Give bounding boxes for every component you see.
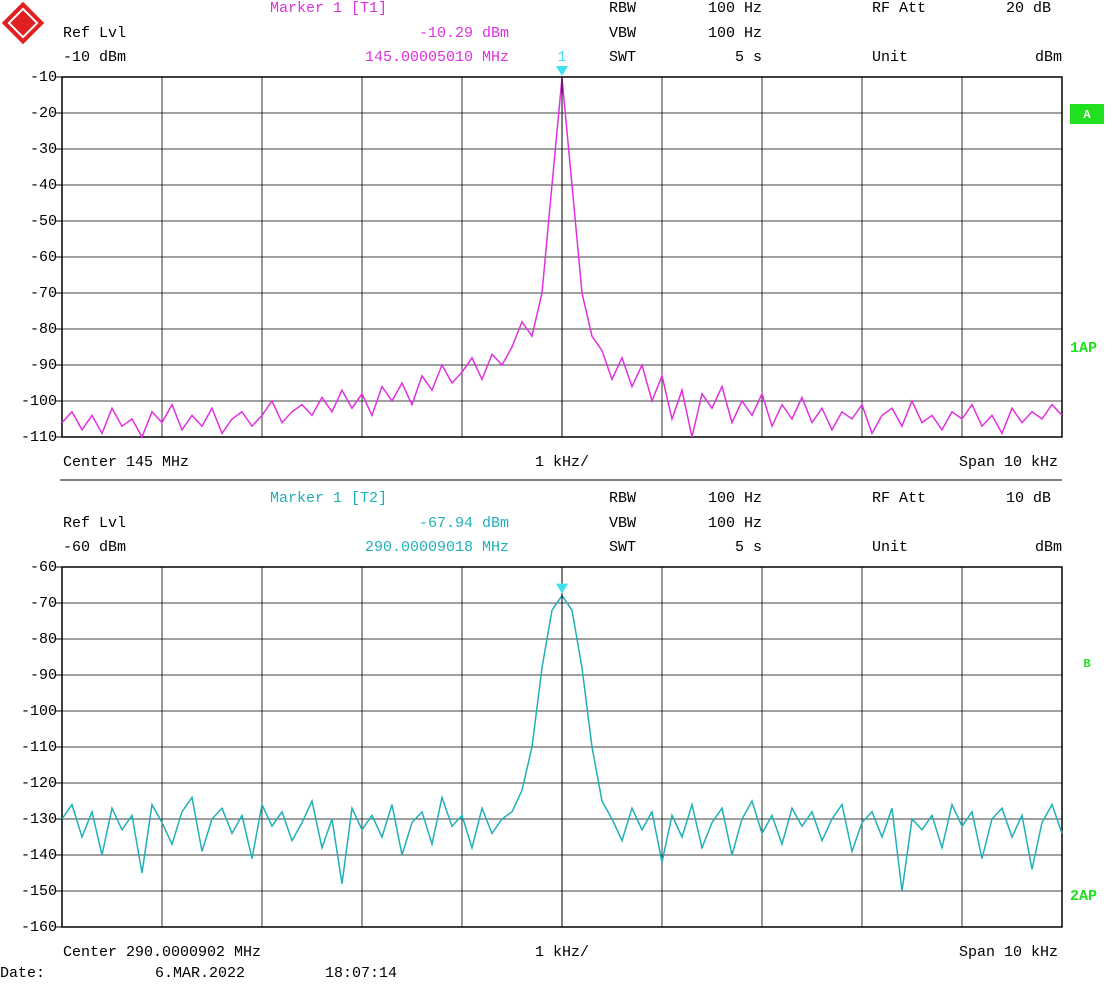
footer-per-div: 1 kHz/ (535, 454, 589, 471)
date-label: Date: (0, 965, 45, 982)
time: 18:07:14 (325, 965, 397, 982)
header-marker-freq: 145.00005010 MHz (365, 49, 509, 66)
header-marker-title: Marker 1 [T1] (270, 0, 387, 17)
header-ref-lvl: -60 dBm (63, 539, 126, 556)
header-rf-att: 20 dB (1006, 0, 1051, 17)
header-unit: dBm (1035, 49, 1062, 66)
footer-span: Span 10 kHz (959, 944, 1058, 961)
side-label: 2AP (1070, 888, 1097, 905)
y-tick-label: -10 (30, 69, 57, 86)
footer-center: Center 145 MHz (63, 454, 189, 471)
y-tick-label: -130 (21, 811, 57, 828)
footer-span: Span 10 kHz (959, 454, 1058, 471)
footer-center: Center 290.0000902 MHz (63, 944, 261, 961)
y-tick-label: -90 (30, 357, 57, 374)
trace-label: A (1083, 108, 1091, 122)
marker-number: 1 (557, 49, 566, 66)
header-rbw: 100 Hz (708, 0, 762, 17)
header-swt-label: SWT (609, 49, 636, 66)
header-rbw-label: RBW (609, 490, 636, 507)
date: 6.MAR.2022 (155, 965, 245, 982)
trace-label: B (1083, 657, 1090, 671)
header-swt: 5 s (735, 539, 762, 556)
y-tick-label: -150 (21, 883, 57, 900)
y-tick-label: -100 (21, 393, 57, 410)
marker (556, 66, 568, 77)
header-ref-lvl: -10 dBm (63, 49, 126, 66)
header-swt: 5 s (735, 49, 762, 66)
y-tick-label: -160 (21, 919, 57, 936)
y-tick-label: -50 (30, 213, 57, 230)
y-tick-label: -110 (21, 739, 57, 756)
y-tick-label: -60 (30, 559, 57, 576)
header-vbw-label: VBW (609, 25, 636, 42)
y-tick-label: -80 (30, 321, 57, 338)
header-marker-level: -67.94 dBm (419, 515, 509, 532)
header-rf-att-label: RF Att (872, 490, 926, 507)
header-ref-lvl-label: Ref Lvl (63, 515, 126, 532)
y-tick-label: -120 (21, 775, 57, 792)
header-rf-att-label: RF Att (872, 0, 926, 17)
y-tick-label: -140 (21, 847, 57, 864)
header-unit-label: Unit (872, 539, 908, 556)
header-vbw: 100 Hz (708, 25, 762, 42)
y-tick-label: -20 (30, 105, 57, 122)
y-tick-label: -90 (30, 667, 57, 684)
side-label: 1AP (1070, 340, 1097, 357)
header-rbw-label: RBW (609, 0, 636, 17)
marker (556, 583, 568, 594)
header-unit: dBm (1035, 539, 1062, 556)
trace-label-box (1070, 104, 1104, 124)
y-tick-label: -70 (30, 285, 57, 302)
header-rf-att: 10 dB (1006, 490, 1051, 507)
y-tick-label: -60 (30, 249, 57, 266)
header-marker-level: -10.29 dBm (419, 25, 509, 42)
header-ref-lvl-label: Ref Lvl (63, 25, 126, 42)
y-tick-label: -30 (30, 141, 57, 158)
header-vbw-label: VBW (609, 515, 636, 532)
header-swt-label: SWT (609, 539, 636, 556)
header-marker-title: Marker 1 [T2] (270, 490, 387, 507)
header-rbw: 100 Hz (708, 490, 762, 507)
y-tick-label: -110 (21, 429, 57, 446)
logo (1, 1, 45, 45)
header-vbw: 100 Hz (708, 515, 762, 532)
y-tick-label: -40 (30, 177, 57, 194)
footer-per-div: 1 kHz/ (535, 944, 589, 961)
header-marker-freq: 290.00009018 MHz (365, 539, 509, 556)
header-unit-label: Unit (872, 49, 908, 66)
y-tick-label: -70 (30, 595, 57, 612)
y-tick-label: -100 (21, 703, 57, 720)
y-tick-label: -80 (30, 631, 57, 648)
